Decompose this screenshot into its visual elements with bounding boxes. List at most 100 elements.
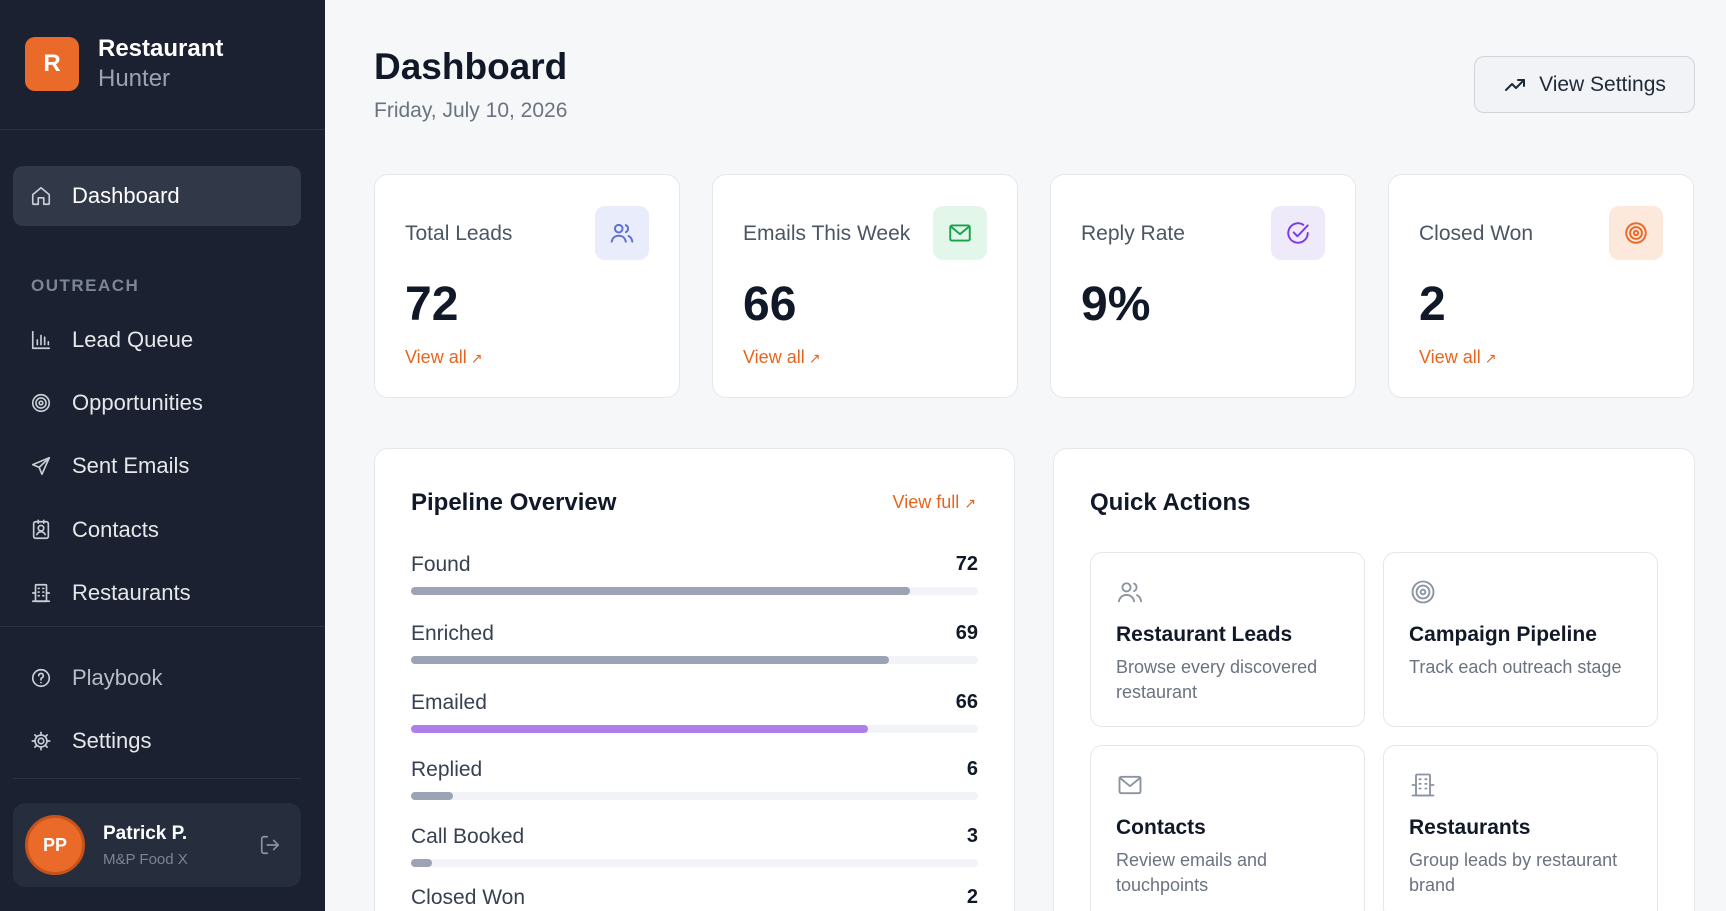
sidebar-item-settings[interactable]: Settings xyxy=(13,711,301,771)
pipeline-stage-value: 2 xyxy=(966,886,978,908)
home-icon xyxy=(30,185,52,207)
pipeline-stage-label: Found xyxy=(411,553,471,576)
sidebar-item-lead-queue[interactable]: Lead Queue xyxy=(13,310,301,370)
sidebar-divider xyxy=(0,626,325,627)
view-all-link[interactable]: View all ↗ xyxy=(1419,347,1496,368)
brand-name: Restaurant xyxy=(98,35,224,62)
help-circle-icon xyxy=(30,667,52,689)
sidebar-item-playbook[interactable]: Playbook xyxy=(13,648,301,708)
pipeline-stage-value: 3 xyxy=(966,825,978,847)
pipeline-stage-value: 6 xyxy=(966,758,978,780)
mail-icon xyxy=(933,206,987,260)
quick-actions-title: Quick Actions xyxy=(1090,489,1251,516)
users-icon xyxy=(595,206,649,260)
stat-card-total-leads: Total Leads 72 View all ↗ xyxy=(374,174,680,398)
pipeline-stage-value: 69 xyxy=(955,622,978,644)
pipeline-stage-label: Enriched xyxy=(411,622,494,645)
sidebar-divider xyxy=(13,778,301,779)
stat-card-reply-rate: Reply Rate 9% xyxy=(1050,174,1356,398)
arrow-up-right-icon: ↗ xyxy=(1484,350,1497,366)
view-full-link[interactable]: View full ↗ xyxy=(893,492,976,513)
quick-action-restaurants[interactable]: Restaurants Group leads by restaurant br… xyxy=(1383,745,1658,911)
logout-icon[interactable] xyxy=(259,834,281,856)
pipeline-stage-label: Call Booked xyxy=(411,825,525,848)
target-icon xyxy=(1409,578,1437,606)
brand[interactable]: R Restaurant Hunter xyxy=(25,34,223,94)
quick-actions-panel: Quick Actions Restaurant Leads Browse ev… xyxy=(1053,448,1695,911)
user-name: Patrick P. xyxy=(103,822,188,844)
pipeline-progress-fill xyxy=(411,656,890,664)
view-all-label: View all xyxy=(743,347,805,367)
pipeline-progress-track xyxy=(411,725,978,733)
stat-label: Reply Rate xyxy=(1081,222,1185,245)
check-circle-icon xyxy=(1271,206,1325,260)
arrow-up-right-icon: ↗ xyxy=(808,350,821,366)
sidebar-item-label: Contacts xyxy=(72,517,159,542)
sidebar-item-dashboard[interactable]: Dashboard xyxy=(13,166,301,226)
pipeline-row: Enriched 69 xyxy=(411,622,978,668)
page-date: Friday, July 10, 2026 xyxy=(374,99,568,122)
pipeline-row: Found 72 xyxy=(411,553,978,599)
pipeline-row: Replied 6 xyxy=(411,758,978,804)
sidebar-divider xyxy=(0,129,325,130)
pipeline-stage-label: Replied xyxy=(411,758,483,781)
trending-up-icon xyxy=(1505,78,1526,91)
user-card[interactable]: PP Patrick P. M&P Food X xyxy=(13,803,301,887)
quick-action-desc: Browse every discovered restaurant xyxy=(1116,657,1318,702)
view-settings-label: View Settings xyxy=(1539,72,1666,96)
quick-action-title: Campaign Pipeline xyxy=(1409,623,1597,646)
view-all-link[interactable]: View all ↗ xyxy=(405,347,482,368)
sidebar-item-opportunities[interactable]: Opportunities xyxy=(13,373,301,433)
building-icon xyxy=(30,582,52,604)
quick-action-desc: Review emails and touchpoints xyxy=(1116,850,1268,895)
quick-action-title: Restaurants xyxy=(1409,816,1531,839)
quick-action-title: Contacts xyxy=(1116,816,1206,839)
sidebar-item-label: Sent Emails xyxy=(72,453,190,478)
pipeline-stage-label: Closed Won xyxy=(411,886,526,909)
stat-value: 72 xyxy=(405,278,459,331)
sidebar-item-restaurants[interactable]: Restaurants xyxy=(13,563,301,623)
sidebar-item-contacts[interactable]: Contacts xyxy=(13,500,301,560)
stat-label: Closed Won xyxy=(1419,222,1534,245)
users-icon xyxy=(1116,578,1144,606)
pipeline-progress-fill xyxy=(411,725,869,733)
sidebar-item-label: Restaurants xyxy=(72,580,191,605)
sidebar-item-sent-emails[interactable]: Sent Emails xyxy=(13,436,301,496)
pipeline-progress-track xyxy=(411,656,978,664)
stat-value: 9% xyxy=(1081,278,1151,331)
sidebar-section-label: OUTREACH xyxy=(31,276,140,295)
pipeline-row: Call Booked 3 xyxy=(411,825,978,871)
quick-action-restaurant-leads[interactable]: Restaurant Leads Browse every discovered… xyxy=(1090,552,1365,727)
gear-icon xyxy=(30,730,52,752)
pipeline-stage-value: 66 xyxy=(955,691,978,713)
pipeline-overview-panel: Pipeline Overview View full ↗ Found 72 Enr… xyxy=(374,448,1015,911)
brand-subtitle: Hunter xyxy=(98,65,171,92)
avatar: PP xyxy=(25,815,85,875)
pipeline-progress-track xyxy=(411,587,978,595)
sidebar-item-label: Opportunities xyxy=(72,390,203,415)
view-all-link[interactable]: View all ↗ xyxy=(743,347,820,368)
stat-value: 66 xyxy=(743,278,797,331)
stat-label: Emails This Week xyxy=(743,222,911,245)
quick-action-contacts[interactable]: Contacts Review emails and touchpoints xyxy=(1090,745,1365,911)
arrow-up-right-icon: ↗ xyxy=(964,495,976,511)
pipeline-progress-track xyxy=(411,859,978,867)
pipeline-title: Pipeline Overview xyxy=(411,489,617,516)
contact-card-icon xyxy=(30,519,52,541)
page-title: Dashboard xyxy=(374,46,568,87)
pipeline-stage-label: Emailed xyxy=(411,691,487,714)
quick-action-campaign-pipeline[interactable]: Campaign Pipeline Track each outreach st… xyxy=(1383,552,1658,727)
building-icon xyxy=(1409,771,1437,799)
stat-card-emails-this-week: Emails This Week 66 View all ↗ xyxy=(712,174,1018,398)
sidebar: R Restaurant Hunter Dashboard OUTREACH L… xyxy=(0,0,325,911)
pipeline-stage-value: 72 xyxy=(955,553,978,575)
send-icon xyxy=(30,455,52,477)
bar-chart-icon xyxy=(30,329,52,351)
view-settings-button[interactable]: View Settings xyxy=(1474,56,1695,113)
quick-action-title: Restaurant Leads xyxy=(1116,623,1293,646)
sidebar-item-label: Dashboard xyxy=(72,183,180,208)
arrow-up-right-icon: ↗ xyxy=(470,350,483,366)
target-icon xyxy=(1609,206,1663,260)
quick-action-desc: Group leads by restaurant brand xyxy=(1409,850,1618,895)
sidebar-item-label: Settings xyxy=(72,728,152,753)
